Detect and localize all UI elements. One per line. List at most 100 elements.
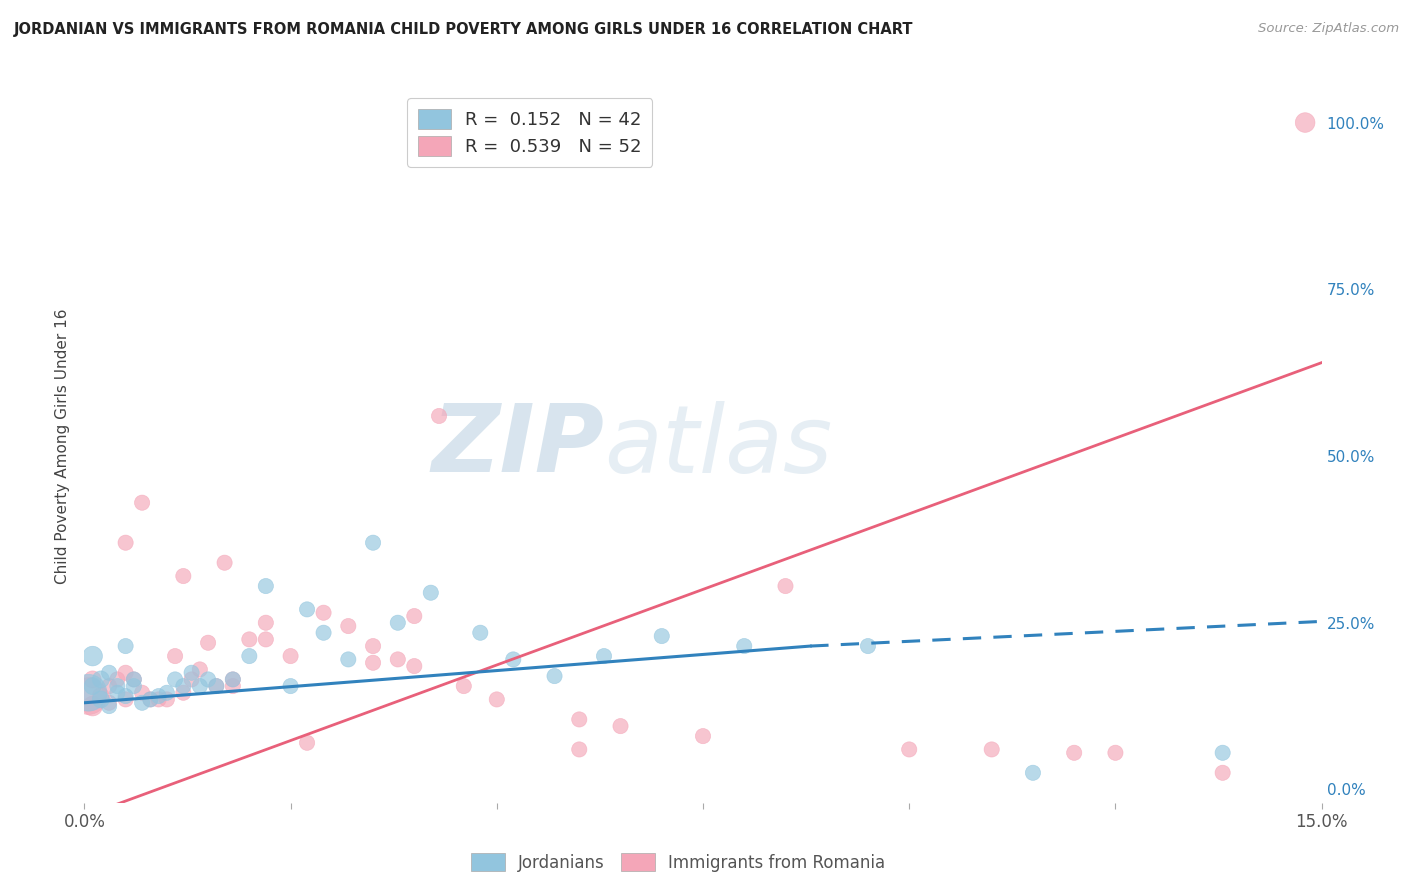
Point xyxy=(98,696,121,710)
Point xyxy=(419,585,441,599)
Point xyxy=(337,652,360,666)
Point xyxy=(238,632,260,647)
Point xyxy=(197,673,219,687)
Point xyxy=(280,679,302,693)
Point xyxy=(122,673,145,687)
Point xyxy=(1212,765,1234,780)
Point xyxy=(122,679,145,693)
Point xyxy=(651,629,673,643)
Point xyxy=(82,699,104,714)
Point xyxy=(427,409,450,423)
Point xyxy=(222,673,245,687)
Point xyxy=(197,636,219,650)
Point xyxy=(337,619,360,633)
Point xyxy=(543,669,565,683)
Point xyxy=(222,679,245,693)
Point xyxy=(188,662,211,676)
Point xyxy=(312,606,335,620)
Point xyxy=(502,652,524,666)
Point xyxy=(156,692,179,706)
Point xyxy=(139,692,162,706)
Point xyxy=(165,649,187,664)
Point xyxy=(1212,746,1234,760)
Point xyxy=(90,689,112,703)
Point xyxy=(205,679,228,693)
Point xyxy=(387,652,409,666)
Point xyxy=(254,615,277,630)
Point xyxy=(1063,746,1085,760)
Point xyxy=(148,689,170,703)
Point xyxy=(733,639,755,653)
Point xyxy=(238,649,260,664)
Point xyxy=(98,699,121,714)
Point xyxy=(1294,115,1316,129)
Legend: Jordanians, Immigrants from Romania: Jordanians, Immigrants from Romania xyxy=(463,845,894,880)
Point xyxy=(295,602,318,616)
Point xyxy=(82,673,104,687)
Point xyxy=(775,579,797,593)
Point xyxy=(404,659,426,673)
Y-axis label: Child Poverty Among Girls Under 16: Child Poverty Among Girls Under 16 xyxy=(55,309,70,583)
Point xyxy=(148,692,170,706)
Point xyxy=(312,625,335,640)
Point xyxy=(122,673,145,687)
Point xyxy=(856,639,879,653)
Point xyxy=(980,742,1002,756)
Point xyxy=(172,679,194,693)
Point xyxy=(214,556,236,570)
Point xyxy=(188,679,211,693)
Point xyxy=(82,649,104,664)
Point xyxy=(361,535,384,549)
Point xyxy=(114,665,136,680)
Point xyxy=(98,679,121,693)
Point xyxy=(82,679,104,693)
Point xyxy=(205,679,228,693)
Point xyxy=(453,679,475,693)
Point xyxy=(180,665,202,680)
Point xyxy=(105,673,128,687)
Point xyxy=(131,696,153,710)
Point xyxy=(254,632,277,647)
Point xyxy=(114,692,136,706)
Point xyxy=(180,673,202,687)
Point xyxy=(90,692,112,706)
Point xyxy=(609,719,631,733)
Point xyxy=(568,713,591,727)
Point xyxy=(131,496,153,510)
Text: atlas: atlas xyxy=(605,401,832,491)
Point xyxy=(361,656,384,670)
Point xyxy=(295,736,318,750)
Text: ZIP: ZIP xyxy=(432,400,605,492)
Point xyxy=(404,609,426,624)
Point xyxy=(222,673,245,687)
Point xyxy=(1104,746,1126,760)
Point xyxy=(165,673,187,687)
Text: Source: ZipAtlas.com: Source: ZipAtlas.com xyxy=(1258,22,1399,36)
Point xyxy=(114,639,136,653)
Point xyxy=(139,692,162,706)
Point xyxy=(114,689,136,703)
Point xyxy=(485,692,508,706)
Point xyxy=(1022,765,1045,780)
Point xyxy=(568,742,591,756)
Point xyxy=(77,686,100,700)
Point xyxy=(692,729,714,743)
Point xyxy=(387,615,409,630)
Point xyxy=(593,649,616,664)
Text: JORDANIAN VS IMMIGRANTS FROM ROMANIA CHILD POVERTY AMONG GIRLS UNDER 16 CORRELAT: JORDANIAN VS IMMIGRANTS FROM ROMANIA CHI… xyxy=(14,22,914,37)
Point xyxy=(172,686,194,700)
Point xyxy=(254,579,277,593)
Point xyxy=(361,639,384,653)
Point xyxy=(131,686,153,700)
Point xyxy=(105,686,128,700)
Point xyxy=(470,625,492,640)
Point xyxy=(172,569,194,583)
Point xyxy=(77,689,100,703)
Point xyxy=(280,649,302,664)
Point xyxy=(114,535,136,549)
Point xyxy=(105,679,128,693)
Point xyxy=(90,673,112,687)
Point xyxy=(898,742,921,756)
Point xyxy=(156,686,179,700)
Point xyxy=(98,665,121,680)
